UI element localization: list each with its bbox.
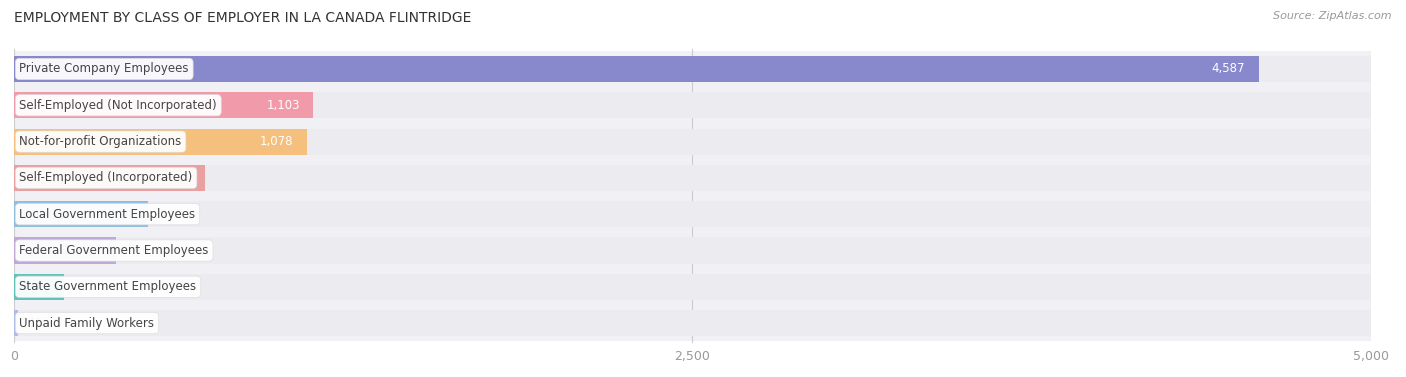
Bar [14,238,1371,264]
Text: 495: 495 [159,208,181,221]
Text: Unpaid Family Workers: Unpaid Family Workers [20,317,155,329]
Bar [14,274,63,300]
Bar [14,56,1371,82]
Bar [14,56,1258,82]
Bar [14,201,149,227]
Text: Private Company Employees: Private Company Employees [20,63,188,75]
Bar [14,160,1371,196]
Text: EMPLOYMENT BY CLASS OF EMPLOYER IN LA CANADA FLINTRIDGE: EMPLOYMENT BY CLASS OF EMPLOYER IN LA CA… [14,11,471,25]
Bar [14,51,1371,87]
Text: 4,587: 4,587 [1212,63,1246,75]
Bar [14,310,1371,336]
Bar [14,87,1371,123]
Text: Source: ZipAtlas.com: Source: ZipAtlas.com [1274,11,1392,21]
Text: 1,103: 1,103 [266,99,299,112]
Bar [14,129,307,155]
Text: Not-for-profit Organizations: Not-for-profit Organizations [20,135,181,148]
Text: 15: 15 [30,317,44,329]
Text: Federal Government Employees: Federal Government Employees [20,244,209,257]
Bar [14,201,1371,227]
Text: 376: 376 [127,244,149,257]
Bar [14,232,1371,269]
Bar [14,238,117,264]
Bar [14,269,1371,305]
Text: 1,078: 1,078 [260,135,292,148]
Bar [14,310,18,336]
Bar [14,165,205,191]
Text: State Government Employees: State Government Employees [20,280,197,293]
Bar [14,92,314,118]
Bar [14,305,1371,341]
Bar [14,129,1371,155]
Bar [14,196,1371,232]
Text: 183: 183 [75,280,97,293]
Text: Local Government Employees: Local Government Employees [20,208,195,221]
Text: Self-Employed (Incorporated): Self-Employed (Incorporated) [20,172,193,184]
Text: 703: 703 [169,172,191,184]
Text: Self-Employed (Not Incorporated): Self-Employed (Not Incorporated) [20,99,217,112]
Bar [14,165,1371,191]
Bar [14,92,1371,118]
Bar [14,123,1371,160]
Bar [14,274,1371,300]
